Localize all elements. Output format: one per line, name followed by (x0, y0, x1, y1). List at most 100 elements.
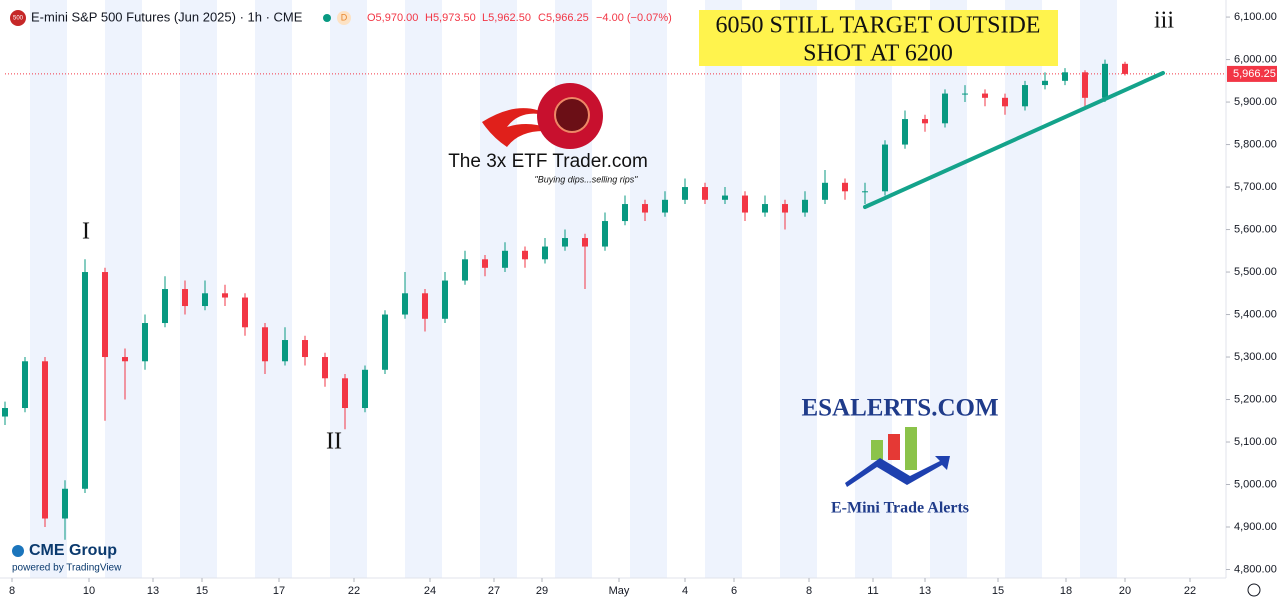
x-tick-label: 13 (919, 585, 931, 597)
candle-body (102, 272, 108, 358)
x-tick-label: 8 (9, 585, 15, 597)
y-tick-label: 5,500.00 (1234, 266, 1277, 278)
candle-body (82, 272, 88, 489)
y-tick-label: 6,000.00 (1234, 53, 1277, 65)
candle-body (1102, 63, 1108, 98)
x-tick-label: 11 (867, 585, 878, 597)
ohlc-high: H5,973.50 (425, 12, 476, 24)
candle-body (822, 182, 828, 200)
candle-body (282, 340, 288, 362)
wave-label: iii (1154, 8, 1174, 34)
candle-body (1002, 97, 1008, 107)
y-tick-label: 5,600.00 (1234, 223, 1277, 235)
candle-body (702, 187, 708, 200)
candle-body (582, 238, 588, 247)
x-tick-label: 6 (731, 585, 737, 597)
y-tick-label: 4,800.00 (1234, 563, 1277, 575)
candle-body (482, 259, 488, 268)
x-tick-label: 13 (147, 585, 159, 597)
market-status (323, 14, 331, 22)
candle-body (2, 408, 8, 417)
candle-body (182, 289, 188, 307)
esalerts-title: ESALERTS.COM (801, 395, 998, 422)
session-band (705, 0, 742, 578)
candle-body (62, 488, 68, 519)
candle-body (242, 297, 248, 328)
session-band (30, 0, 67, 578)
candle-body (662, 199, 668, 213)
candle-body (542, 246, 548, 260)
candle-body (222, 293, 228, 298)
x-tick-label: 29 (536, 585, 548, 597)
target-text: 6050 STILL TARGET OUTSIDE (716, 13, 1041, 39)
session-band (105, 0, 142, 578)
candle-body (382, 314, 388, 370)
x-tick-label: 17 (273, 585, 285, 597)
candle-body (962, 93, 968, 95)
candle-body (562, 238, 568, 247)
brand-text: The 3x ETF Trader.com (448, 151, 648, 172)
session-band (480, 0, 517, 578)
x-tick-label: 22 (1184, 585, 1196, 597)
brand-logo (482, 83, 603, 149)
session-band (255, 0, 292, 578)
wave-label: I (82, 219, 90, 245)
candle-body (682, 187, 688, 200)
y-tick-label: 4,900.00 (1234, 521, 1277, 533)
ohlc-change: −4.00 (−0.07%) (596, 12, 672, 24)
ohlc-close: C5,966.25 (538, 12, 589, 24)
x-tick-label: 27 (488, 585, 500, 597)
candle-body (1062, 72, 1068, 81)
y-tick-label: 5,700.00 (1234, 181, 1277, 193)
candle-body (862, 191, 868, 193)
esalerts-logo (845, 427, 950, 487)
candle-body (322, 357, 328, 379)
candle-body (42, 361, 48, 519)
last-price-tag (1227, 65, 1277, 82)
x-tick-label: 8 (806, 585, 812, 597)
candle-body (642, 204, 648, 213)
candle-body (1042, 80, 1048, 86)
candle-body (162, 289, 168, 324)
candle-body (922, 119, 928, 124)
candle-body (762, 204, 768, 213)
candle-body (622, 204, 628, 222)
candle-body (1022, 85, 1028, 107)
y-tick-label: 5,300.00 (1234, 351, 1277, 363)
tradingview-credit: powered by TradingView (12, 563, 122, 574)
x-tick-label: 10 (83, 585, 95, 597)
candle-body (202, 293, 208, 307)
session-band (630, 0, 667, 578)
candle-body (842, 182, 848, 192)
x-tick-label: 22 (348, 585, 360, 597)
candle-body (522, 250, 528, 260)
session-band (405, 0, 442, 578)
candle-body (422, 293, 428, 319)
flag-bg (337, 11, 351, 25)
candle-body (502, 250, 508, 268)
target-text: SHOT AT 6200 (803, 41, 953, 67)
candle-body (882, 144, 888, 192)
y-tick-label: 6,100.00 (1234, 11, 1277, 23)
candle-body (1082, 72, 1088, 98)
candle-body (302, 340, 308, 358)
candle-body (122, 357, 128, 362)
settings-icon[interactable] (1247, 583, 1261, 597)
y-tick-label: 5,400.00 (1234, 308, 1277, 320)
symbol-icon (10, 10, 26, 26)
esalerts-tagline: E-Mini Trade Alerts (831, 500, 969, 517)
candle-body (262, 327, 268, 362)
y-tick-label: 5,800.00 (1234, 138, 1277, 150)
candle-body (442, 280, 448, 319)
candle-body (342, 378, 348, 409)
x-tick-label: 20 (1119, 585, 1131, 597)
session-bands (30, 0, 1117, 578)
y-tick-label: 5,100.00 (1234, 436, 1277, 448)
session-band (330, 0, 367, 578)
cme-logo: CME Group (29, 542, 117, 559)
x-tick-label: 24 (424, 585, 436, 597)
cme-icon (12, 545, 24, 557)
target-box (699, 10, 1058, 66)
